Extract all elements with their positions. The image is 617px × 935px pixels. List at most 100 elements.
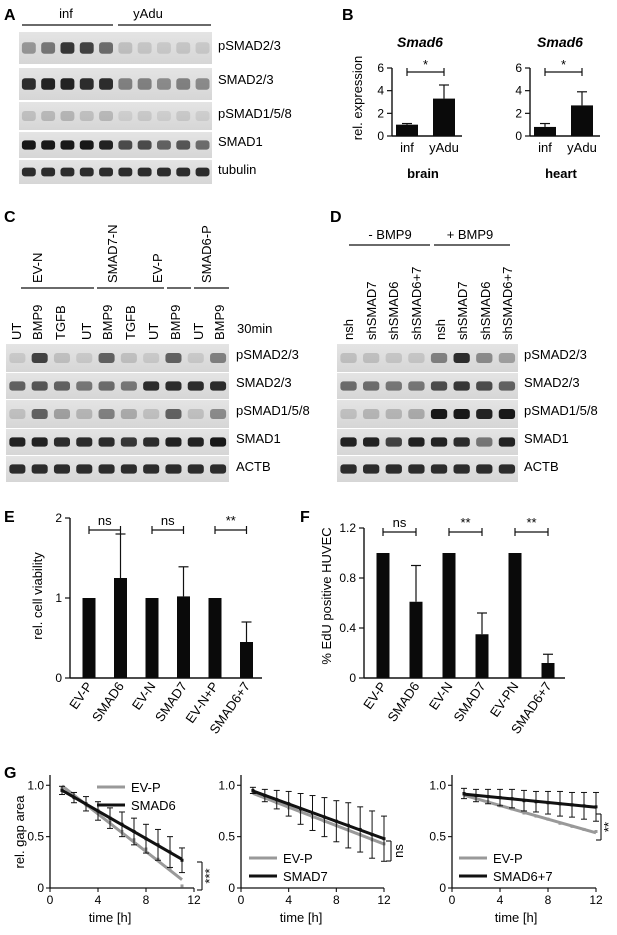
blot-c-band	[165, 408, 182, 420]
blot-a-band	[176, 78, 191, 90]
blot-d-band	[476, 437, 493, 447]
blot-a-band	[118, 42, 133, 54]
blot-c-band	[165, 464, 182, 474]
blot-c-band	[143, 408, 160, 420]
blot-d-band	[430, 352, 448, 364]
g3-series-line	[463, 793, 597, 835]
b2-cat-label: inf	[538, 140, 552, 155]
c-blot-label-actb: ACTB	[236, 459, 271, 474]
panel-letter-d: D	[330, 209, 342, 226]
blot-d-band	[430, 464, 448, 474]
blot-d-band	[408, 352, 425, 364]
blot-a-band	[21, 42, 36, 54]
lane-label-c: BMP9	[168, 305, 183, 340]
blot-c-band	[143, 437, 160, 447]
blot-c-band	[53, 464, 71, 474]
lane-label-c: UT	[146, 323, 161, 340]
lane-label-d: shSMAD7	[364, 281, 379, 340]
group-label-minus-bmp9: - BMP9	[368, 227, 411, 242]
blot-c-band	[98, 437, 115, 447]
blot-a-band	[79, 42, 94, 54]
blot-c-band	[187, 437, 204, 447]
f-ytick-label: 0	[349, 671, 356, 685]
blot-c-band	[120, 464, 137, 474]
b2-ytick-label: 6	[515, 61, 522, 75]
blot-d-band	[430, 381, 448, 391]
g3-ytick-label: 0.5	[429, 830, 446, 844]
blot-c-band	[9, 464, 26, 474]
blot-d-band	[476, 352, 493, 364]
blot-a-band	[41, 42, 56, 54]
blot-a-band	[60, 140, 75, 150]
blot-c-band	[165, 437, 182, 447]
lane-label-c: TGFB	[53, 305, 68, 340]
g2-sig-label: ns	[391, 844, 406, 858]
group-label-smad7-n: SMAD7-N	[105, 224, 120, 283]
g3-sig-label: **	[601, 822, 616, 832]
blot-d-band	[498, 381, 516, 391]
blot-d-band	[363, 437, 380, 447]
f-ytick-label: 0.8	[339, 571, 356, 585]
g2-series-line	[252, 789, 385, 841]
blot-c-band	[31, 437, 48, 447]
f-cat-label: SMAD7	[450, 679, 488, 724]
b2-bar	[571, 105, 593, 136]
e-bar	[208, 598, 222, 678]
f-bar	[376, 553, 390, 678]
panel-b: B Smad6 Smad6 rel. expression 0 2 4 6 inf yAd…	[342, 7, 600, 181]
blot-d-band	[476, 464, 493, 474]
blot-a-band	[176, 167, 191, 177]
blot-d-band	[453, 408, 470, 420]
blot-c-band	[120, 437, 137, 447]
c-blot-label-psmad158: pSMAD1/5/8	[236, 403, 310, 418]
blot-a-band	[137, 110, 152, 122]
blot-a-band	[195, 167, 210, 177]
lane-label-c: UT	[191, 323, 206, 340]
blot-d-band	[408, 381, 425, 391]
panel-c: C EV-N SMAD7-N EV-P SMAD6-P UT BMP9 TGFB UT…	[4, 209, 310, 482]
blot-a-band	[176, 110, 191, 122]
g3-xtick-label: 12	[589, 893, 603, 907]
blot-d-band	[363, 352, 380, 364]
f-sig-label: ns	[393, 515, 407, 530]
lane-label-d: shSMAD6+7	[409, 267, 424, 340]
g2-series-line	[252, 791, 385, 846]
f-cat-label: SMAD6	[384, 679, 422, 724]
e-bar	[240, 642, 253, 678]
blot-c-band	[187, 408, 204, 420]
f-sig-label: **	[460, 515, 470, 530]
blot-a-band	[176, 42, 191, 54]
b1-cat-label: yAdu	[429, 140, 459, 155]
ylabel-rel-expression: rel. expression	[350, 56, 365, 141]
g1-ytick-label: 0.5	[27, 830, 44, 844]
blot-a-band	[41, 78, 56, 90]
g2-legend-label: SMAD7	[283, 869, 328, 884]
e-cat-label: EV-P	[66, 679, 95, 712]
panel-g: G rel. gap area 00.51.00 4 8 12EV-PSMAD6***…	[4, 765, 616, 925]
blot-c-band	[187, 381, 204, 391]
blot-c-band	[76, 352, 93, 364]
e-bar	[114, 578, 127, 678]
g1-point	[180, 884, 184, 888]
blot-c-band	[210, 381, 227, 391]
g3-xtick-label: 4	[497, 893, 504, 907]
blot-c-band	[120, 408, 137, 420]
blot-c-band	[210, 352, 227, 364]
e-bar	[177, 596, 190, 678]
blot-a-band	[99, 42, 113, 54]
g2-xtick-label: 8	[333, 893, 340, 907]
g1-ytick-label: 1.0	[27, 778, 44, 792]
blot-c-band	[76, 464, 93, 474]
e-sig-label: ns	[98, 513, 112, 528]
blot-d-band	[453, 381, 470, 391]
b1-bar	[433, 98, 455, 136]
blot-a-band	[156, 167, 171, 177]
blot-c-band	[9, 408, 26, 420]
d-blot-label-actb: ACTB	[524, 459, 559, 474]
blot-c-band	[31, 352, 48, 364]
blot-d-band	[363, 464, 380, 474]
blot-d-band	[408, 437, 425, 447]
blot-c-band	[98, 464, 115, 474]
f-cat-label: EV-PN	[487, 679, 522, 720]
e-cat-label: EV-N	[129, 679, 159, 712]
